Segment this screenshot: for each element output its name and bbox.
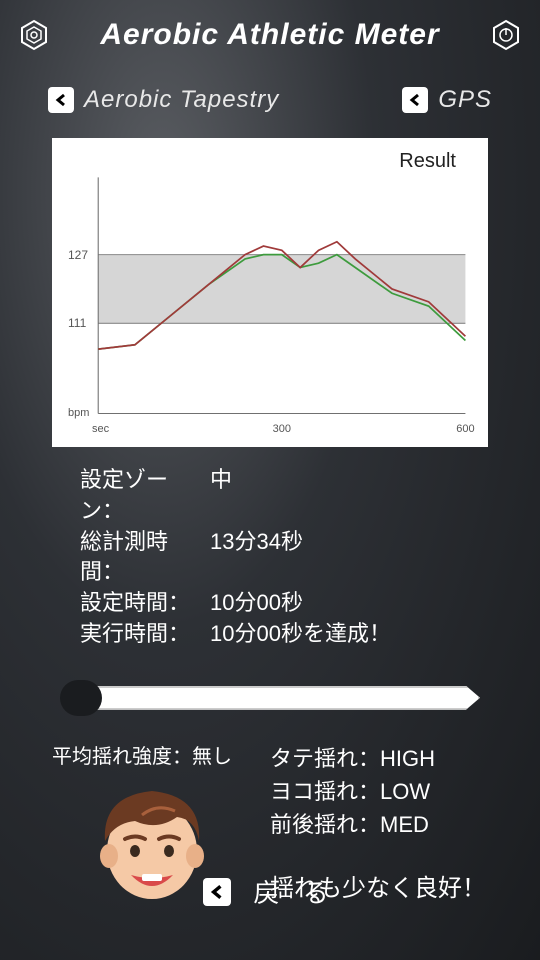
horiz-label: ヨコ揺れ： xyxy=(270,775,380,808)
power-hex-icon[interactable] xyxy=(490,19,522,51)
chart-title: Result xyxy=(66,148,474,173)
avg-shake-label: 平均揺れ強度：無し xyxy=(52,740,252,769)
x-tick: 600 xyxy=(456,423,474,435)
total-label: 総計測時間： xyxy=(80,527,210,589)
progress-track xyxy=(80,686,480,710)
stats-block: 設定ゾーン：中 総計測時間：13分34秒 設定時間：10分00秒 実行時間：10… xyxy=(80,465,460,650)
total-value: 13分34秒 xyxy=(210,527,303,589)
app-title: Aerobic Athletic Meter xyxy=(100,18,439,52)
settings-hex-icon[interactable] xyxy=(18,19,50,51)
x-axis-unit: sec xyxy=(92,423,109,435)
exec-value: 10分00秒を達成！ xyxy=(210,619,391,650)
set-value: 10分00秒 xyxy=(210,588,303,619)
back-button[interactable]: 戻 る xyxy=(0,873,540,910)
chevron-left-icon xyxy=(48,87,74,113)
set-label: 設定時間： xyxy=(80,588,210,619)
vert-value: HIGH xyxy=(380,742,435,775)
y-tick: 111 xyxy=(68,316,86,330)
x-tick: 300 xyxy=(273,423,291,435)
progress-knob xyxy=(60,680,102,716)
zone-value: 中 xyxy=(210,465,232,527)
fb-value: MED xyxy=(380,808,429,841)
horiz-value: LOW xyxy=(380,775,430,808)
y-tick: 127 xyxy=(68,248,88,262)
chevron-left-icon xyxy=(402,87,428,113)
fb-label: 前後揺れ： xyxy=(270,808,380,841)
vert-label: タテ揺れ： xyxy=(270,742,380,775)
zone-label: 設定ゾーン： xyxy=(80,465,210,527)
back-label: 戻 る xyxy=(253,873,336,910)
chevron-left-icon xyxy=(203,878,231,906)
y-axis-unit: bpm xyxy=(68,407,89,419)
nav-left-label: Aerobic Tapestry xyxy=(84,86,279,114)
nav-back-tapestry[interactable]: Aerobic Tapestry xyxy=(48,86,279,114)
nav-right-label: GPS xyxy=(438,86,492,114)
progress-bar[interactable] xyxy=(60,680,480,716)
nav-gps[interactable]: GPS xyxy=(402,86,492,114)
exec-label: 実行時間： xyxy=(80,619,210,650)
result-chart: Result bpm sec 127 111 300 600 xyxy=(52,138,488,447)
